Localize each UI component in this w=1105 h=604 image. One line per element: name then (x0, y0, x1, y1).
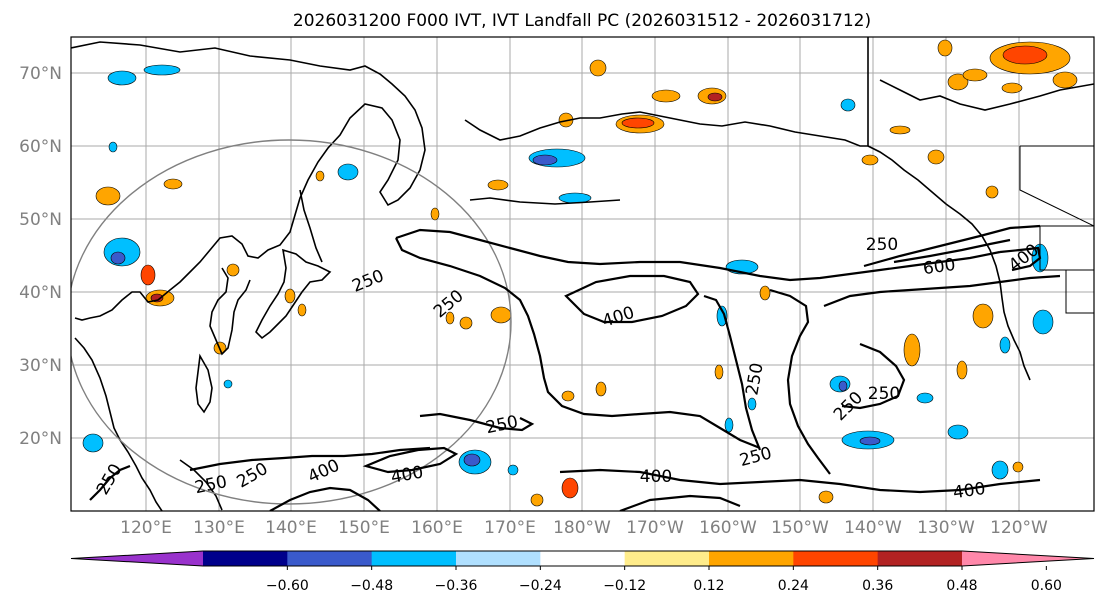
colorbar-segment (877, 551, 963, 566)
colorbar-segment (540, 551, 626, 566)
map-frame (70, 36, 1095, 512)
lon-label-130w: 130°W (917, 518, 975, 538)
lon-label-170w: 170°W (626, 518, 684, 538)
ivt-contours (89, 224, 1061, 511)
lat-label-60n: 60°N (19, 137, 62, 157)
colorbar-segment (203, 551, 288, 566)
colorbar-segment (456, 551, 541, 566)
lon-label-150w: 150°W (771, 518, 829, 538)
colorbar-extend-min (71, 551, 203, 566)
colorbar: −0.60 −0.48 −0.36 −0.24 −0.12 0.12 0.24 0.36 0.4… (70, 550, 1095, 594)
colorbar-tick-label: −0.48 (350, 578, 393, 594)
lon-label-130e: 130°E (193, 518, 245, 538)
lon-label-120w: 120°W (990, 518, 1048, 538)
range-circle (71, 139, 512, 505)
lon-label-120e: 120°E (120, 518, 172, 538)
colorbar-segment (793, 551, 879, 566)
colorbar-extend-max (962, 551, 1094, 566)
pc-shading (82, 39, 1078, 507)
colorbar-tick-label: −0.60 (266, 578, 309, 594)
colorbar-tick-label: −0.24 (519, 578, 562, 594)
lon-label-160e: 160°E (411, 518, 463, 538)
map-title: 2026031200 F000 IVT, IVT Landfall PC (20… (293, 11, 871, 31)
colorbar-tick-label: 0.12 (693, 578, 724, 594)
colorbar-tick-label: 0.48 (946, 578, 977, 594)
coastlines (71, 37, 1094, 511)
lat-label-40n: 40°N (19, 283, 62, 303)
lat-label-70n: 70°N (19, 64, 62, 84)
lat-labels: 70°N 60°N 50°N 40°N 30°N 20°N (19, 64, 62, 449)
contour-label-400-c: 400 (952, 479, 987, 503)
lon-gridlines (145, 37, 1020, 511)
lon-label-180w: 180°W (553, 518, 611, 538)
colorbar-segment (709, 551, 794, 566)
lon-label-170e: 170°E (484, 518, 536, 538)
colorbar-segments (70, 550, 1095, 567)
lon-label-140e: 140°E (265, 518, 317, 538)
lon-label-160w: 160°W (699, 518, 757, 538)
lon-label-140w: 140°W (844, 518, 902, 538)
lon-label-150e: 150°E (338, 518, 390, 538)
map-area: 250 250 250 400 250 600 400 250 250 400 … (70, 36, 1095, 512)
lat-label-50n: 50°N (19, 210, 62, 230)
contour-label-400-d: 400 (640, 467, 672, 487)
colorbar-tick-label: 0.36 (862, 578, 893, 594)
colorbar-tick-label: −0.36 (435, 578, 478, 594)
colorbar-segment (624, 551, 710, 566)
contour-label-250-d: 250 (866, 235, 898, 255)
colorbar-tick-label: 0.24 (778, 578, 809, 594)
contour-label-600-a: 600 (922, 255, 957, 279)
contour-label-250-f: 250 (868, 384, 900, 404)
lat-label-20n: 20°N (19, 429, 62, 449)
colorbar-outline (70, 550, 1095, 567)
colorbar-ticks: −0.60 −0.48 −0.36 −0.24 −0.12 0.12 0.24 0.36 0.4… (266, 566, 1062, 594)
lat-label-30n: 30°N (19, 356, 62, 376)
colorbar-segment (371, 551, 457, 566)
colorbar-tick-label: 0.60 (1031, 578, 1062, 594)
lon-labels: 120°E 130°E 140°E 150°E 160°E 170°E 180°… (120, 518, 1048, 538)
colorbar-segment (287, 551, 373, 566)
colorbar-tick-label: −0.12 (603, 578, 646, 594)
